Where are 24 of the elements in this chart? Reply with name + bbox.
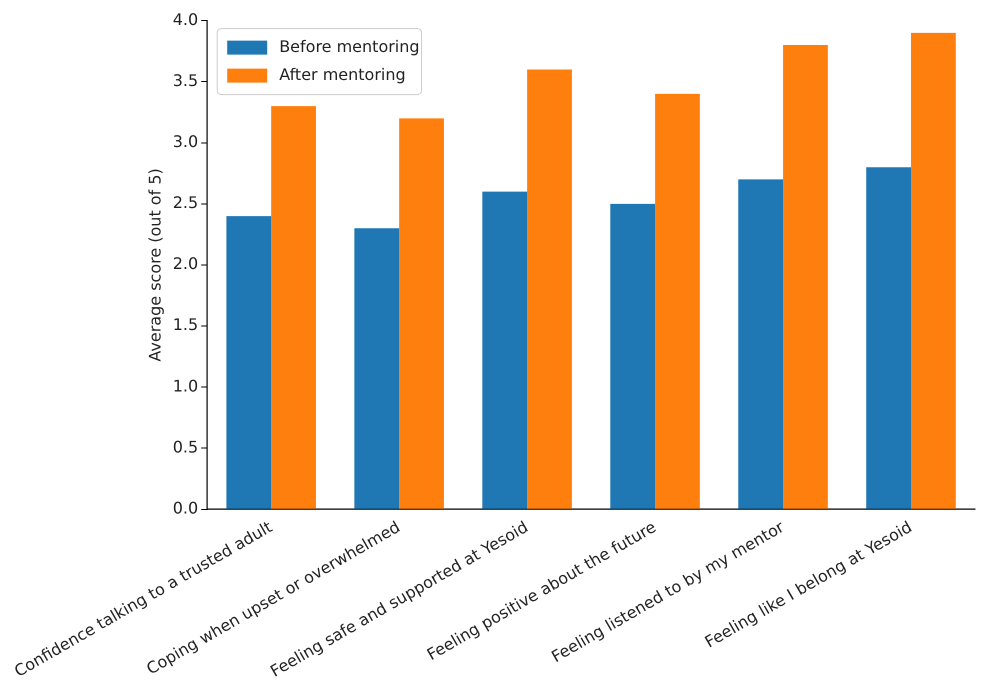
bar [354, 228, 400, 509]
legend-label: After mentoring [279, 64, 406, 84]
y-tick-label: 0.5 [172, 437, 198, 456]
y-tick-label: 2.0 [172, 254, 198, 274]
bar [911, 32, 956, 509]
bar [738, 179, 784, 509]
y-tick-label: 1.0 [172, 376, 198, 396]
legend-label: Before mentoring [279, 36, 420, 56]
y-tick-label: 3.5 [172, 70, 198, 90]
bar [610, 204, 656, 509]
bar [482, 192, 528, 509]
y-tick-label: 1.5 [172, 315, 198, 334]
y-tick-label: 3.0 [172, 132, 198, 151]
bar [527, 69, 572, 509]
bar [271, 106, 316, 509]
bar [866, 167, 912, 509]
bar [226, 216, 272, 509]
bar [655, 94, 700, 509]
y-axis-title: Average score (out of 5) [145, 168, 164, 362]
bar [783, 45, 828, 509]
bar [399, 118, 444, 509]
y-tick-label: 2.5 [172, 193, 198, 212]
y-tick-label: 4.0 [172, 10, 198, 29]
y-tick-label: 0.0 [172, 498, 198, 518]
